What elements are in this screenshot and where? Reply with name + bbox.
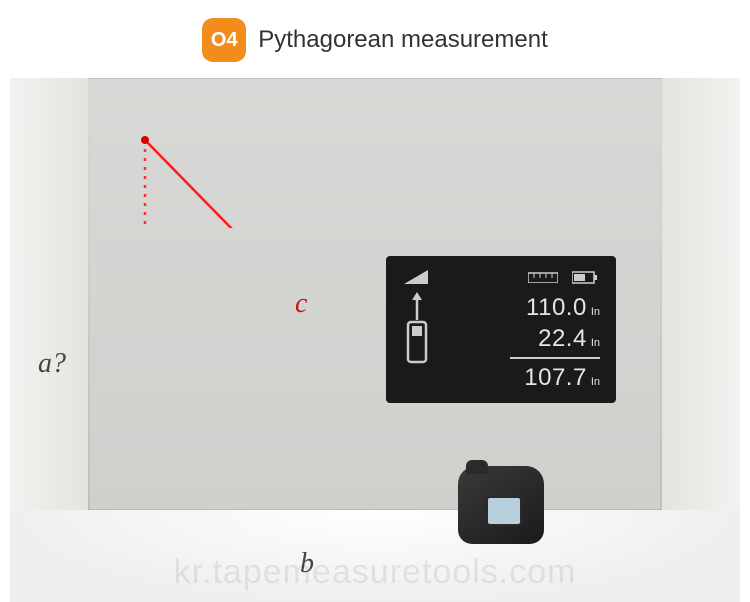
floor-edge [88,509,662,510]
triangle-diagram [10,78,310,228]
measurement-display: 110.0 In 22.4 In 107.7 In [386,256,616,403]
reading-value: 107.7 [524,362,587,393]
reading-row: 107.7 In [446,362,600,393]
display-status-bar [402,270,600,284]
reading-unit: In [591,305,600,319]
label-b: b [300,548,314,580]
step-badge: O4 [202,18,246,62]
laser-meter-device [458,466,544,544]
title: Pythagorean measurement [258,26,548,54]
floor [10,510,740,602]
reading-value: 22.4 [538,323,587,354]
battery-icon [572,271,598,284]
label-c: c [295,288,307,320]
signal-icon [404,270,428,284]
right-wall [662,78,740,510]
reading-value: 110.0 [526,292,587,323]
reading-row: 110.0 In [446,292,600,323]
ruler-icon [528,271,558,283]
room-scene: a? b c 110.0 In 22.4 In 107.7 In [10,78,740,602]
header: O4 Pythagorean measurement [0,18,750,62]
reading-unit: In [591,336,600,350]
device-mode-icon [402,292,432,366]
reading-divider [510,357,600,359]
wall-edge [660,78,662,510]
readings: 110.0 In 22.4 In 107.7 In [446,292,600,393]
label-a: a? [38,348,66,380]
reading-row: 22.4 In [446,323,600,354]
reading-unit: In [591,375,600,389]
